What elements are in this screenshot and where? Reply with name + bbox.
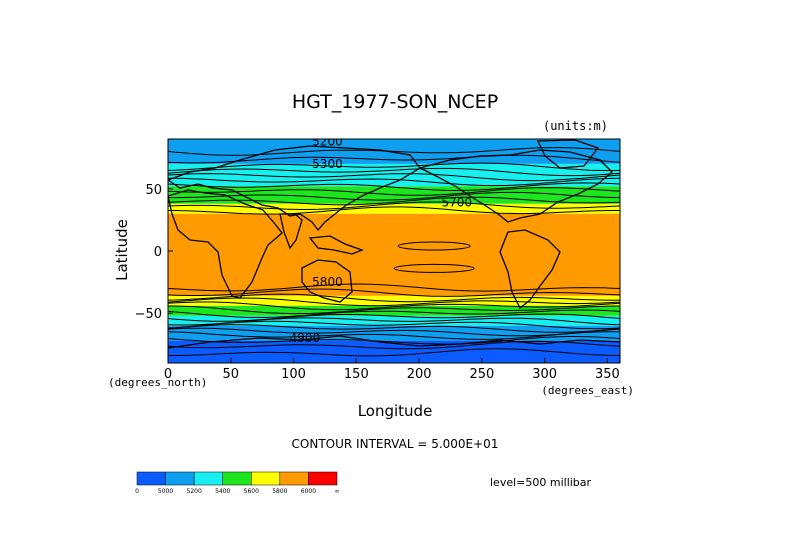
colorbar-label: 5000 [158, 488, 173, 495]
contour-line-16 [168, 301, 620, 311]
band-3 [168, 305, 620, 316]
colorbar-label: 0 [135, 488, 139, 495]
contour-line-21 [168, 320, 620, 330]
contour-label: 4900 [290, 331, 321, 345]
x-units-label: (degrees_east) [541, 384, 634, 397]
contour-line-0 [168, 147, 620, 156]
band-6 [168, 203, 620, 214]
x-tick-label: 50 [223, 367, 240, 382]
band-4 [168, 295, 620, 306]
coastline-australia [301, 259, 353, 303]
contour-line-6 [168, 182, 620, 192]
x-axis-label: Longitude [358, 402, 433, 420]
colorbar [136, 471, 338, 486]
colorbar-swatch [251, 471, 281, 486]
plot-area: 5200 5300 5700 5800 4900 [168, 134, 620, 363]
contour-line-20 [168, 317, 620, 326]
contour-line-24 [168, 331, 620, 340]
colorbar-label: 6000 [301, 488, 316, 495]
contour-label: 5300 [312, 157, 343, 171]
colorbar-swatch [308, 471, 338, 486]
contour-line-2 [168, 162, 620, 171]
x-tick-label: 350 [595, 367, 620, 382]
contour-line-5 [168, 177, 620, 187]
coastline-seasia [308, 235, 364, 255]
contour-line-18 [168, 309, 620, 318]
contour-line-9 [168, 196, 620, 206]
colorbar-swatch [165, 471, 195, 486]
contour-closed-pacific-south [393, 263, 475, 273]
contour-line-27 [168, 348, 620, 357]
contour-line-17 [168, 305, 620, 315]
contour-line-10 [168, 201, 620, 211]
band-2 [168, 315, 620, 326]
colorbar-label: 5600 [244, 488, 259, 495]
contour-label: 5700 [442, 195, 473, 209]
units-label: (units:m) [543, 119, 608, 133]
x-tick-label: 300 [532, 367, 557, 382]
coastline-india [279, 213, 303, 250]
x-tick-label: 200 [407, 367, 432, 382]
contour-line-3 [168, 167, 620, 177]
coastline-south-america [499, 229, 561, 310]
x-tick-label: 100 [281, 367, 306, 382]
contour-line-25 [168, 336, 620, 345]
y-tick-label: −50 [135, 307, 162, 322]
y-axis-label: Latitude [113, 219, 131, 281]
band-5 [168, 213, 620, 296]
x-tick-label: 0 [164, 367, 172, 382]
contour-line-12 [168, 283, 620, 292]
y-tick-label: 0 [154, 245, 162, 260]
colorbar-swatch [222, 471, 252, 486]
colorbar-label: 5200 [187, 488, 202, 495]
contour-line-19 [168, 313, 620, 322]
y-tick-label: 50 [145, 183, 162, 198]
colorbar-swatch [193, 471, 223, 486]
colorbar-swatch [136, 471, 166, 486]
contour-line-22 [168, 324, 620, 333]
level-text: level=500 millibar [490, 476, 592, 489]
coastline-antarctica [168, 335, 620, 349]
contour-label: 5200 [312, 134, 343, 148]
contour-line-11 [168, 206, 620, 215]
colorbar-label: 5400 [215, 488, 230, 495]
contour-line-14 [168, 293, 620, 303]
contour-interval-text: CONTOUR INTERVAL = 5.000E+01 [292, 437, 499, 451]
contour-line-7 [168, 187, 620, 196]
contour-label: 5800 [312, 275, 343, 289]
colorbar-label: ∞ [335, 488, 340, 495]
coastline-africa [168, 189, 283, 299]
contour-line-4 [168, 173, 620, 182]
colorbar-label: 5800 [272, 488, 287, 495]
contour-closed-pacific [397, 241, 471, 251]
contour-line-15 [168, 297, 620, 307]
colorbar-swatch [279, 471, 309, 486]
contour-line-26 [168, 340, 620, 350]
band-0 [168, 340, 620, 363]
chart-title: HGT_1977-SON_NCEP [292, 91, 498, 113]
coastline-greenland [536, 139, 600, 169]
x-tick-label: 150 [344, 367, 369, 382]
coastline-north-america [418, 149, 613, 223]
contour-line-23 [168, 327, 620, 337]
x-tick-label: 250 [469, 367, 494, 382]
band-8 [168, 163, 620, 187]
coastline-eurasia [168, 145, 421, 232]
y-units-label: (degrees_north) [108, 376, 207, 389]
